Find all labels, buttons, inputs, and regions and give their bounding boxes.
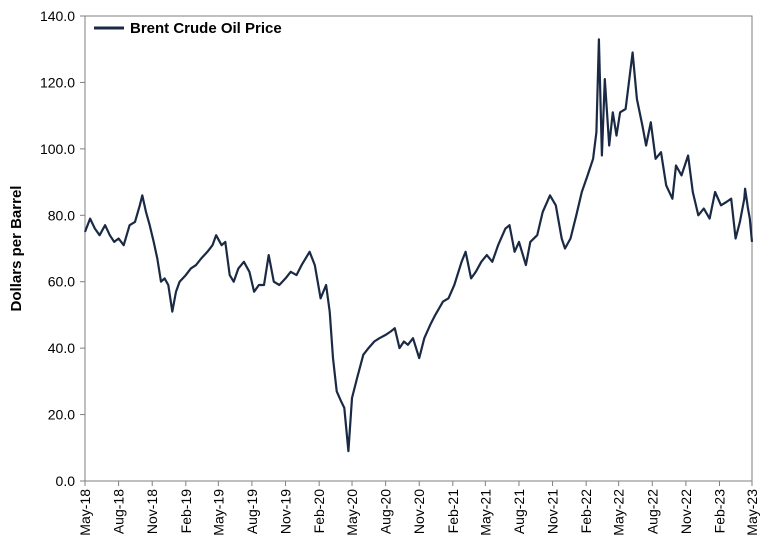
x-axis-ticks: May-18 Aug-18 Nov-18 Feb-19 May-19 Aug-19 Nov-… — [77, 481, 760, 536]
y-axis-ticks: 0.0 20.0 40.0 60.0 80.0 100.0 120.0 140.0 — [40, 8, 85, 489]
x-tick-label: Nov-22 — [678, 489, 694, 534]
x-tick-label: Nov-21 — [545, 489, 561, 534]
y-tick-label: 0.0 — [56, 473, 76, 489]
x-tick-label: Aug-18 — [111, 489, 127, 534]
y-tick-label: 40.0 — [48, 340, 75, 356]
y-axis-title: Dollars per Barrel — [8, 186, 25, 312]
x-tick-label: Aug-20 — [378, 489, 394, 534]
x-tick-label: Feb-23 — [711, 489, 727, 534]
x-tick-label: Feb-19 — [178, 489, 194, 534]
x-tick-label: Feb-21 — [445, 489, 461, 534]
x-tick-label: Nov-18 — [144, 489, 160, 534]
y-tick-label: 100.0 — [40, 141, 75, 157]
x-tick-label: Feb-22 — [578, 489, 594, 534]
x-tick-label: Aug-21 — [511, 489, 527, 534]
x-tick-label: May-20 — [344, 489, 360, 536]
y-tick-label: 120.0 — [40, 74, 75, 90]
series-line-brent — [83, 38, 754, 453]
x-tick-label: May-18 — [77, 489, 93, 536]
x-tick-label: Nov-19 — [278, 489, 294, 534]
x-tick-label: May-21 — [477, 489, 493, 536]
plot-area-frame — [84, 15, 753, 482]
y-tick-label: 20.0 — [48, 407, 75, 423]
x-tick-label: Nov-20 — [411, 489, 427, 534]
x-tick-label: May-23 — [744, 489, 760, 536]
y-tick-label: 140.0 — [40, 8, 75, 24]
x-tick-label: May-19 — [210, 489, 226, 536]
x-tick-label: May-22 — [611, 489, 627, 536]
legend-label: Brent Crude Oil Price — [130, 20, 282, 37]
y-tick-label: 60.0 — [48, 274, 75, 290]
x-tick-label: Feb-20 — [311, 489, 327, 534]
y-tick-label: 80.0 — [48, 207, 75, 223]
legend: Brent Crude Oil Price — [94, 20, 282, 37]
x-tick-label: Aug-19 — [244, 489, 260, 534]
x-tick-label: Aug-22 — [644, 489, 660, 534]
